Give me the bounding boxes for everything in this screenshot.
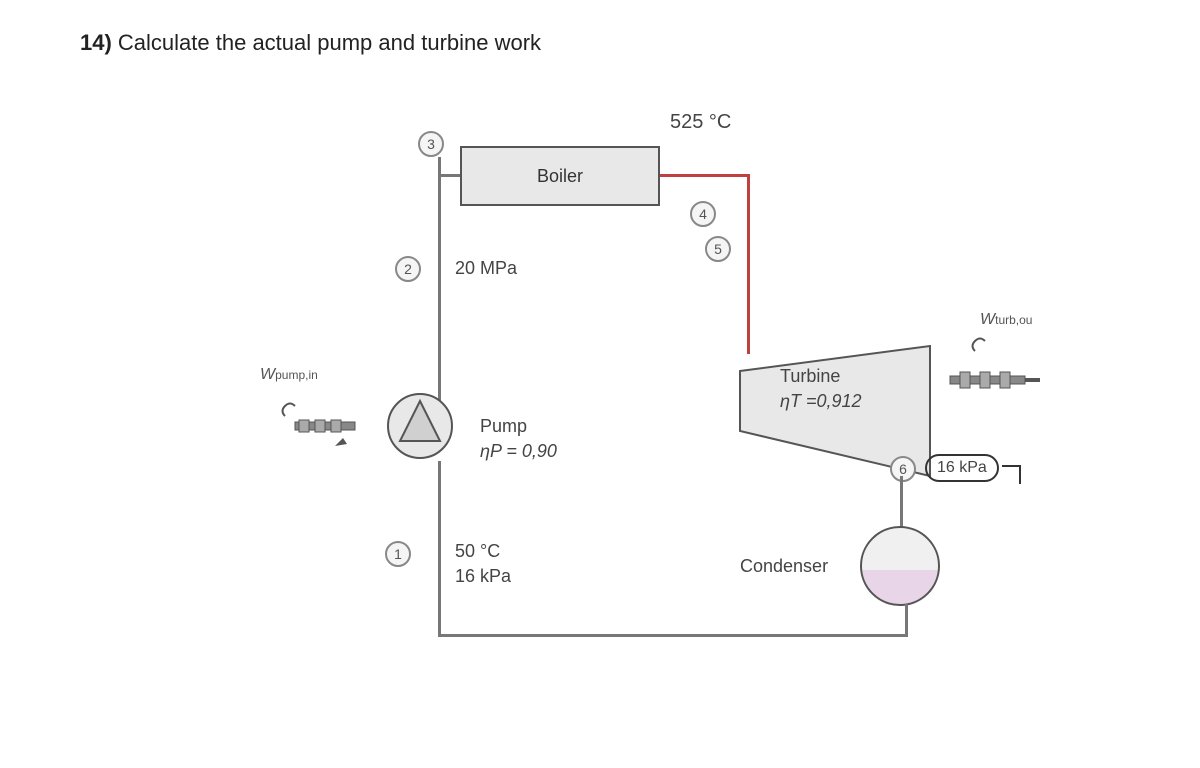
pipe-boiler-out-v (747, 174, 750, 354)
rankine-cycle-diagram: Boiler 3 525 °C 4 5 2 20 MPa Wpump,in (200, 86, 1100, 686)
annotation-tail (1000, 464, 1030, 499)
question-number: 14) (80, 30, 112, 55)
state-3-circle: 3 (418, 131, 444, 157)
turbine-label: Turbine (780, 366, 840, 387)
turbine-eff-label: ηT =0,912 (780, 391, 862, 412)
boiler-box: Boiler (460, 146, 660, 206)
state-2-circle: 2 (395, 256, 421, 282)
state-5-circle: 5 (705, 236, 731, 262)
pipe-condenser-down (905, 604, 908, 637)
w-turb-label: Wturb,ou (980, 311, 1032, 329)
question-header: 14) Calculate the actual pump and turbin… (80, 30, 1120, 56)
pump-shaft (275, 396, 385, 456)
pump-body (380, 386, 460, 471)
w-pump-label: Wpump,in (260, 366, 318, 384)
pipe-boiler-out-h (660, 174, 750, 177)
pipe-1-to-pump (438, 461, 441, 636)
turbine-shaft (945, 336, 1045, 431)
pump-eff-label: ηP = 0,90 (480, 441, 557, 462)
pipe-condenser-to-1 (438, 634, 908, 637)
pump-out-pressure-label: 20 MPa (455, 258, 517, 279)
question-text: Calculate the actual pump and turbine wo… (118, 30, 541, 55)
pipe-3-to-boiler (438, 157, 441, 257)
state-1-circle: 1 (385, 541, 411, 567)
turbine-body (730, 341, 950, 486)
state1-pressure-label: 16 kPa (455, 566, 511, 587)
condenser-body (860, 526, 940, 606)
boiler-out-temp-label: 525 °C (670, 111, 731, 134)
boiler-label: Boiler (537, 166, 583, 187)
turbine-out-pressure-box: 16 kPa (925, 454, 999, 482)
condenser-label: Condenser (740, 556, 828, 577)
state1-temp-label: 50 °C (455, 541, 500, 562)
pipe-into-boiler (438, 174, 460, 177)
pump-label: Pump (480, 416, 527, 437)
state-4-circle: 4 (690, 201, 716, 227)
state-6-circle: 6 (890, 456, 916, 482)
